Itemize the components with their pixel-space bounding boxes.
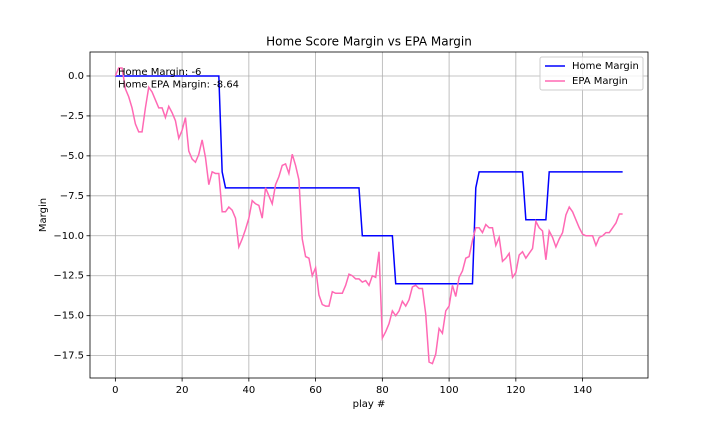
y-tick-label: −5.0 <box>60 151 84 162</box>
x-tick-label: 140 <box>573 385 592 396</box>
annotation: Home EPA Margin: -8.64 <box>118 80 239 91</box>
x-axis-label: play # <box>353 399 386 410</box>
y-tick-label: −12.5 <box>53 271 84 282</box>
y-tick-label: −2.5 <box>60 111 84 122</box>
x-tick-label: 0 <box>112 385 118 396</box>
annotation: Home Margin: -6 <box>118 67 201 78</box>
x-tick-label: 100 <box>440 385 459 396</box>
y-tick-label: 0.0 <box>68 71 84 82</box>
legend-label: Home Margin <box>572 61 639 72</box>
x-tick-label: 80 <box>376 385 389 396</box>
chart-title: Home Score Margin vs EPA Margin <box>266 35 472 49</box>
y-tick-label: −17.5 <box>53 351 84 362</box>
legend-box <box>539 56 644 91</box>
legend-label: EPA Margin <box>572 76 628 87</box>
y-tick-label: −15.0 <box>53 311 84 322</box>
x-tick-label: 60 <box>309 385 322 396</box>
axes-frame <box>89 51 649 379</box>
y-axis-label: Margin <box>38 198 49 232</box>
y-tick-label: −10.0 <box>53 231 84 242</box>
line-series <box>114 67 623 365</box>
x-tick-label: 40 <box>242 385 255 396</box>
x-tick-label: 120 <box>506 385 525 396</box>
y-tick-label: −7.5 <box>60 191 84 202</box>
x-tick-label: 20 <box>176 385 189 396</box>
line-series <box>115 75 623 285</box>
